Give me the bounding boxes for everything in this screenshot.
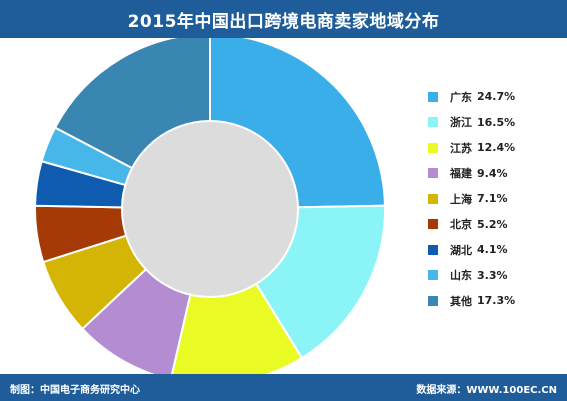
- chart-legend: 广东 24.7% 浙江 16.5% 江苏 12.4% 福建 9.4% 上海 7.1% 北京 5.2% 湖…: [428, 84, 563, 314]
- legend-value: 16.5%: [477, 115, 516, 129]
- legend-swatch: [428, 193, 438, 204]
- legend-label: 江苏: [450, 141, 472, 155]
- legend-swatch: [428, 117, 438, 128]
- legend-value: 24.7%: [477, 90, 516, 104]
- legend-value: 17.3%: [477, 294, 516, 308]
- legend-label: 浙江: [450, 116, 472, 130]
- legend-label: 山东: [450, 269, 472, 283]
- legend-item: 广东 24.7%: [428, 84, 563, 110]
- legend-swatch: [428, 91, 438, 102]
- legend-swatch: [428, 270, 438, 281]
- legend-item: 山东 3.3%: [428, 263, 563, 289]
- donut-chart: [34, 38, 386, 374]
- legend-swatch: [428, 219, 438, 230]
- legend-value: 9.4%: [477, 166, 508, 180]
- legend-swatch: [428, 168, 438, 179]
- chart-footer: 制图：中国电子商务研究中心 数据来源：WWW.100EC.CN: [0, 374, 567, 401]
- legend-item: 湖北 4.1%: [428, 237, 563, 263]
- legend-swatch: [428, 295, 438, 306]
- legend-label: 广东: [450, 90, 472, 104]
- legend-label: 北京: [450, 218, 472, 232]
- chart-title: 2015年中国出口跨境电商卖家地域分布: [127, 11, 440, 32]
- legend-item: 上海 7.1%: [428, 186, 563, 212]
- legend-swatch: [428, 244, 438, 255]
- footer-credit: 制图：中国电子商务研究中心: [10, 385, 140, 396]
- legend-swatch: [428, 142, 438, 153]
- legend-item: 北京 5.2%: [428, 212, 563, 238]
- legend-item: 浙江 16.5%: [428, 110, 563, 136]
- legend-value: 4.1%: [477, 243, 508, 257]
- legend-label: 其他: [450, 294, 472, 308]
- legend-value: 5.2%: [477, 217, 508, 231]
- legend-item: 其他 17.3%: [428, 288, 563, 314]
- legend-value: 12.4%: [477, 141, 516, 155]
- legend-value: 7.1%: [477, 192, 508, 206]
- chart-header: 2015年中国出口跨境电商卖家地域分布: [0, 0, 567, 38]
- legend-value: 3.3%: [477, 268, 508, 282]
- legend-item: 福建 9.4%: [428, 161, 563, 187]
- legend-label: 上海: [450, 192, 472, 206]
- footer-source: 数据来源：WWW.100EC.CN: [416, 385, 557, 396]
- legend-item: 江苏 12.4%: [428, 135, 563, 161]
- legend-label: 福建: [450, 167, 472, 181]
- donut-hole: [121, 120, 299, 298]
- legend-label: 湖北: [450, 243, 472, 257]
